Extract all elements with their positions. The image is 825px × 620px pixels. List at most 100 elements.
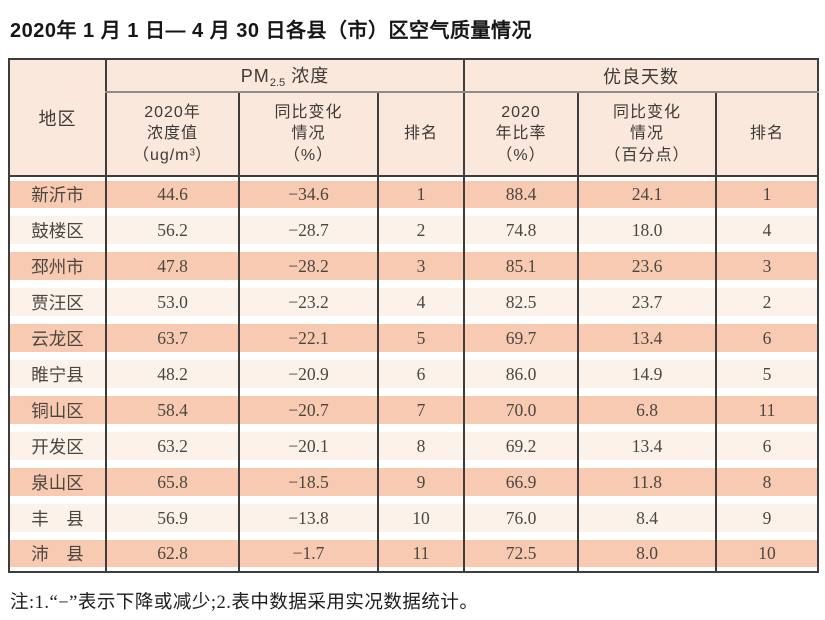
ratio-change-cell: 13.4 <box>577 428 717 464</box>
region-cell: 睢宁县 <box>9 356 106 392</box>
column-header-pm-rank: 排名 <box>376 92 465 177</box>
column-header-ratio-value: 2020 年比率 （%） <box>463 92 579 177</box>
ratio-change-cell: 6.8 <box>577 392 717 428</box>
page-title: 2020年 1 月 1 日— 4 月 30 日各县（市）区空气质量情况 <box>10 20 533 42</box>
air-quality-table: 地区 PM2.5 浓度 优良天数 2020年 浓度值 （ug/m3） 同比变化 … <box>8 58 820 573</box>
ratio-change-cell: 13.4 <box>577 320 717 356</box>
ratio-change-cell: 23.6 <box>577 248 717 284</box>
ratio-value-cell: 85.1 <box>463 248 579 284</box>
region-cell: 鼓楼区 <box>9 212 106 248</box>
table-row: 丰 县 56.9 −13.8 10 76.0 8.4 9 <box>9 500 819 536</box>
pm-value-cell: 47.8 <box>105 248 239 284</box>
header-line: （%） <box>496 146 546 164</box>
pm-rank-cell: 9 <box>376 464 465 500</box>
header-line: 情况 <box>630 125 665 143</box>
table-row: 贾汪区 53.0 −23.2 4 82.5 23.7 2 <box>9 284 819 320</box>
region-cell: 新沂市 <box>9 176 106 212</box>
pm-change-cell: −28.7 <box>238 212 378 248</box>
ratio-change-cell: 8.0 <box>577 536 717 572</box>
ratio-rank-cell: 9 <box>715 500 819 536</box>
ratio-value-cell: 88.4 <box>463 176 579 212</box>
pm-value-cell: 44.6 <box>105 176 239 212</box>
group-header-row: 地区 PM2.5 浓度 优良天数 <box>9 59 819 177</box>
ratio-rank-cell: 10 <box>715 536 819 572</box>
pm-rank-cell: 6 <box>376 356 465 392</box>
region-cell: 铜山区 <box>9 392 106 428</box>
pm-label-subscript: 2.5 <box>269 76 286 89</box>
pm-value-cell: 56.2 <box>105 212 239 248</box>
ratio-value-cell: 82.5 <box>463 284 579 320</box>
ratio-rank-cell: 1 <box>715 176 819 212</box>
column-header-ratio-rank: 排名 <box>715 92 819 177</box>
pm-change-cell: −1.7 <box>238 536 378 572</box>
pm-value-cell: 53.0 <box>105 284 239 320</box>
pm-rank-cell: 2 <box>376 212 465 248</box>
group-header-good-days: 优良天数 <box>463 59 819 93</box>
header-line: 浓度值 <box>146 125 198 143</box>
ratio-rank-cell: 2 <box>715 284 819 320</box>
region-cell: 开发区 <box>9 428 106 464</box>
ratio-rank-cell: 3 <box>715 248 819 284</box>
table-row: 泉山区 65.8 −18.5 9 66.9 11.8 8 <box>9 464 819 500</box>
pm-change-cell: −20.7 <box>238 392 378 428</box>
pm-value-cell: 63.7 <box>105 320 239 356</box>
pm-value-cell: 48.2 <box>105 356 239 392</box>
header-line: 年比率 <box>495 125 547 143</box>
pm-value-cell: 62.8 <box>105 536 239 572</box>
header-line: 同比变化 <box>613 104 682 122</box>
table-row: 铜山区 58.4 −20.7 7 70.0 6.8 11 <box>9 392 819 428</box>
table-row: 邳州市 47.8 −28.2 3 85.1 23.6 3 <box>9 248 819 284</box>
pm-label-suffix: 浓度 <box>285 66 330 87</box>
header-line: 同比变化 <box>274 104 343 122</box>
pm-change-cell: −34.6 <box>238 176 378 212</box>
pm-value-cell: 56.9 <box>105 500 239 536</box>
ratio-value-cell: 69.2 <box>463 428 579 464</box>
footnote: 注:1.“−”表示下降或减少;2.表中数据采用实况数据统计。 <box>10 593 479 613</box>
column-header-pm-value: 2020年 浓度值 （ug/m3） <box>105 92 239 177</box>
column-header-ratio-change: 同比变化 情况 （百分点） <box>577 92 717 177</box>
pm-rank-cell: 1 <box>376 176 465 212</box>
ratio-change-cell: 18.0 <box>577 212 717 248</box>
table-row: 沛 县 62.8 −1.7 11 72.5 8.0 10 <box>9 536 819 572</box>
pm-label-prefix: PM <box>240 66 270 87</box>
ratio-value-cell: 70.0 <box>463 392 579 428</box>
pm-rank-cell: 5 <box>376 320 465 356</box>
ratio-change-cell: 8.4 <box>577 500 717 536</box>
pm-rank-cell: 7 <box>376 392 465 428</box>
ratio-rank-cell: 4 <box>715 212 819 248</box>
ratio-change-cell: 23.7 <box>577 284 717 320</box>
header-line: 情况 <box>291 125 326 143</box>
region-cell: 丰 县 <box>9 500 106 536</box>
pm-rank-cell: 8 <box>376 428 465 464</box>
pm-change-cell: −23.2 <box>238 284 378 320</box>
header-line: （%） <box>283 146 334 164</box>
unit-prefix: （ug/m <box>132 146 190 164</box>
ratio-rank-cell: 6 <box>715 428 819 464</box>
pm-value-cell: 65.8 <box>105 464 239 500</box>
table-row: 新沂市 44.6 −34.6 1 88.4 24.1 1 <box>9 176 819 212</box>
pm-change-cell: −18.5 <box>238 464 378 500</box>
pm-change-cell: −13.8 <box>238 500 378 536</box>
region-cell: 泉山区 <box>9 464 106 500</box>
pm-change-cell: −28.2 <box>238 248 378 284</box>
ratio-value-cell: 69.7 <box>463 320 579 356</box>
table-row: 云龙区 63.7 −22.1 5 69.7 13.4 6 <box>9 320 819 356</box>
region-cell: 邳州市 <box>9 248 106 284</box>
pm-rank-cell: 3 <box>376 248 465 284</box>
ratio-value-cell: 74.8 <box>463 212 579 248</box>
header-line: （百分点） <box>604 146 690 164</box>
pm-change-cell: −20.1 <box>238 428 378 464</box>
region-cell: 贾汪区 <box>9 284 106 320</box>
ratio-value-cell: 86.0 <box>463 356 579 392</box>
pm-rank-cell: 4 <box>376 284 465 320</box>
pm-rank-cell: 10 <box>376 500 465 536</box>
column-header-region: 地区 <box>9 59 106 177</box>
group-header-pm25: PM2.5 浓度 <box>104 59 465 93</box>
ratio-value-cell: 66.9 <box>463 464 579 500</box>
unit-suffix: ） <box>195 146 213 164</box>
pm-change-cell: −22.1 <box>238 320 378 356</box>
column-header-pm-change: 同比变化 情况 （%） <box>238 92 378 177</box>
ratio-change-cell: 11.8 <box>577 464 717 500</box>
ratio-value-cell: 76.0 <box>463 500 579 536</box>
